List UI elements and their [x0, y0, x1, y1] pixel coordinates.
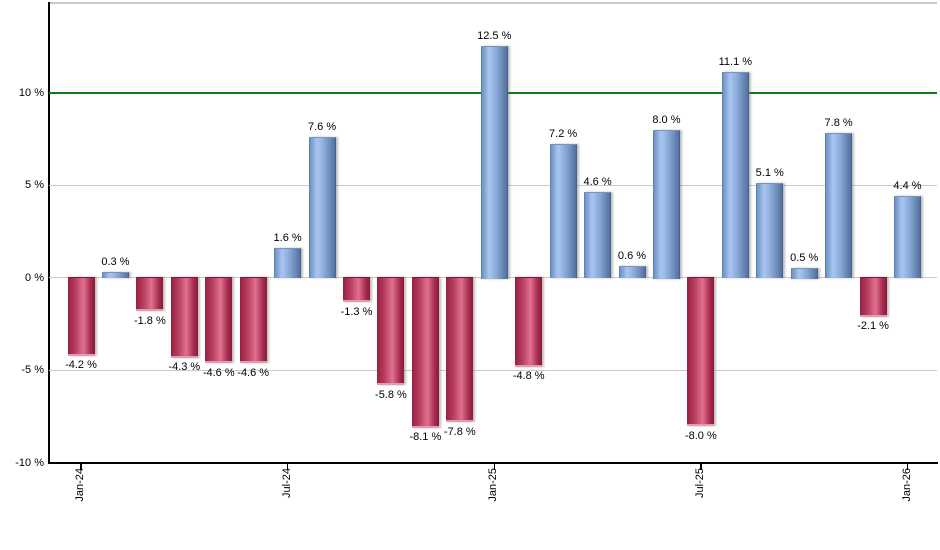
x-tick-label: Jul-25	[693, 468, 706, 498]
bar	[515, 277, 543, 367]
bar-value-label: 7.2 %	[549, 128, 578, 141]
bar-value-label: -4.2 %	[65, 359, 97, 372]
x-axis-tick	[906, 462, 909, 470]
x-tick-label: Jan-25	[487, 468, 500, 502]
x-axis-tick	[286, 462, 289, 470]
bar	[101, 271, 129, 279]
bar	[790, 268, 818, 279]
bar-value-label: 0.5 %	[790, 252, 819, 265]
bar-value-label: -4.6 %	[202, 366, 235, 379]
y-tick-label: -5 %	[21, 364, 44, 376]
y-tick-label: 10 %	[18, 86, 44, 99]
bar	[859, 277, 887, 317]
x-axis-line	[48, 462, 938, 464]
bar-value-label: -8.1 %	[409, 431, 442, 444]
y-axis-line	[48, 2, 50, 463]
bar	[274, 247, 302, 279]
bar	[411, 277, 439, 428]
bar	[136, 277, 164, 312]
bar	[687, 277, 715, 426]
y-tick-label: -10 %	[15, 456, 44, 469]
bar-value-label: 5.1 %	[755, 167, 784, 180]
bar	[343, 277, 370, 303]
x-tick-label: Jan-24	[74, 468, 86, 502]
bar-value-label: -8.0 %	[684, 429, 717, 442]
bar	[170, 277, 198, 358]
y-tick-label: 5 %	[25, 179, 44, 191]
bar	[652, 129, 680, 279]
bar-value-label: 0.3 %	[101, 255, 130, 268]
bar-value-label: 0.6 %	[617, 250, 647, 263]
x-axis-tick	[493, 462, 495, 470]
bar	[618, 266, 646, 279]
bar-value-label: -7.8 %	[443, 425, 476, 438]
bar	[894, 196, 921, 279]
bar	[308, 136, 336, 279]
bar	[825, 133, 853, 279]
bar-value-label: 11.1 %	[718, 56, 753, 69]
bar	[446, 277, 474, 423]
bar-value-label: -4.6 %	[237, 366, 270, 379]
gridline	[49, 369, 937, 371]
bar-value-label: -4.8 %	[512, 370, 545, 383]
x-axis-tick	[700, 462, 702, 470]
bar	[480, 46, 508, 279]
bar-value-label: -1.8 %	[133, 314, 166, 327]
bar	[756, 183, 784, 279]
bar-value-label: 4.6 %	[583, 176, 612, 189]
bar	[721, 72, 749, 279]
x-tick-label: Jan-26	[900, 468, 913, 502]
x-tick-label: Jul-24	[280, 468, 293, 498]
bar-value-label: 12.5 %	[477, 30, 512, 43]
bar	[549, 144, 577, 279]
bar-value-label: 1.6 %	[273, 231, 302, 244]
bar	[584, 192, 612, 279]
bar	[205, 277, 233, 364]
bar-value-label: 7.8 %	[824, 117, 853, 130]
bar-value-label: 7.6 %	[307, 120, 337, 133]
bar-value-label: 4.4 %	[893, 180, 922, 193]
bar	[239, 277, 267, 364]
bar-value-label: -5.8 %	[375, 388, 407, 401]
bar-value-label: -1.3 %	[340, 305, 373, 318]
y-tick-label: 0 %	[25, 271, 44, 284]
bar-value-label: -2.1 %	[857, 320, 889, 333]
x-axis-tick	[80, 462, 82, 470]
plot-top-border	[49, 2, 937, 4]
bar-value-label: -4.3 %	[168, 361, 201, 374]
bar	[67, 277, 95, 356]
bar-value-label: 8.0 %	[652, 113, 681, 126]
bar	[377, 277, 405, 386]
